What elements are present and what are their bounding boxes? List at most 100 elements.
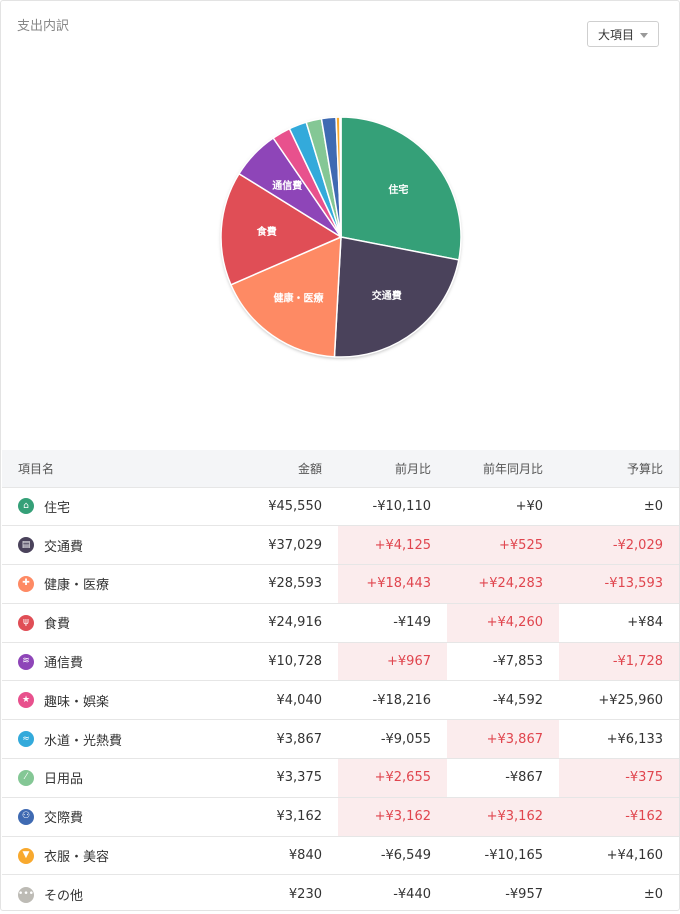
table-row[interactable]: ⚇ 交際費 ¥3,162 +¥3,162 +¥3,162 -¥162 [2, 797, 679, 837]
amount-cell: ¥840 [288, 848, 322, 864]
table-row[interactable]: ⌂ 住宅 ¥45,550 -¥10,110 +¥0 ±0 [2, 487, 679, 526]
year-over-year-cell: +¥525 [447, 525, 559, 565]
month-over-month-cell: -¥440 [393, 887, 431, 903]
table-row[interactable]: ▤ 交通費 ¥37,029 +¥4,125 +¥525 -¥2,029 [2, 525, 679, 565]
category-cell: ••• その他 [2, 875, 224, 914]
year-over-year-cell: -¥867 [505, 770, 543, 786]
table-row[interactable]: ▼ 衣服・美容 ¥840 -¥6,549 -¥10,165 +¥4,160 [2, 836, 679, 875]
amount-cell: ¥45,550 [268, 498, 322, 514]
amount-cell: ¥10,728 [268, 654, 322, 670]
category-level-dropdown[interactable]: 大項目 [587, 21, 659, 47]
budget-ratio-cell: -¥1,728 [559, 642, 679, 681]
amount-cell: ¥3,375 [276, 770, 323, 786]
pie-slice-label: 交通費 [372, 289, 402, 302]
pie-slice[interactable] [220, 172, 343, 286]
pie-slice-label: 住宅 [388, 183, 408, 196]
budget-ratio-cell: -¥162 [559, 797, 679, 837]
budget-ratio-cell: ±0 [643, 498, 663, 514]
people-icon: ⚇ [18, 808, 34, 825]
category-cell: ψ 食費 [2, 603, 224, 642]
category-cell: ▤ 交通費 [2, 526, 224, 565]
amount-cell: ¥230 [288, 887, 322, 903]
category-name: 交通費 [44, 539, 84, 555]
header-category: 項目名 [18, 461, 55, 476]
fork-knife-icon: ψ [18, 614, 34, 631]
year-over-year-cell: -¥10,165 [484, 848, 543, 864]
table-row[interactable]: ✚ 健康・医療 ¥28,593 +¥18,443 +¥24,283 -¥13,593 [2, 564, 679, 604]
train-icon: ▤ [18, 537, 34, 554]
category-cell: ✚ 健康・医療 [2, 565, 224, 604]
year-over-year-cell: +¥4,260 [447, 603, 559, 643]
category-name: 水道・光熱費 [44, 733, 123, 749]
pie-slice[interactable] [229, 235, 342, 358]
chevron-down-icon [640, 32, 648, 38]
table-row[interactable]: ★ 趣味・娯楽 ¥4,040 -¥18,216 -¥4,592 +¥25,960 [2, 680, 679, 720]
budget-ratio-cell: -¥13,593 [559, 564, 679, 604]
faucet-icon: ≈ [18, 731, 34, 748]
table-row[interactable]: ••• その他 ¥230 -¥440 -¥957 ±0 [2, 874, 679, 914]
ellipsis-icon: ••• [18, 886, 34, 903]
budget-ratio-cell: +¥84 [627, 615, 663, 631]
amount-cell: ¥37,029 [268, 537, 322, 553]
table-row[interactable]: ≋ 通信費 ¥10,728 +¥967 -¥7,853 -¥1,728 [2, 642, 679, 681]
amount-cell: ¥24,916 [268, 615, 322, 631]
budget-ratio-cell: -¥375 [559, 758, 679, 798]
amount-cell: ¥4,040 [276, 692, 323, 708]
month-over-month-cell: +¥967 [338, 642, 447, 681]
expense-table: 項目名 金額 前月比 前年同月比 予算比 ⌂ 住宅 ¥45,550 -¥10,110 +… [2, 450, 679, 914]
header-year-over-year: 前年同月比 [482, 461, 543, 476]
antenna-icon: ≋ [18, 653, 34, 670]
month-over-month-cell: +¥3,162 [338, 797, 447, 837]
table-row[interactable]: ≈ 水道・光熱費 ¥3,867 -¥9,055 +¥3,867 +¥6,133 [2, 719, 679, 759]
pie-slice[interactable] [340, 116, 462, 261]
month-over-month-cell: -¥9,055 [380, 731, 431, 747]
budget-ratio-cell: +¥6,133 [606, 731, 663, 747]
category-name: 趣味・娯楽 [44, 694, 110, 710]
table-header-row: 項目名 金額 前月比 前年同月比 予算比 [2, 450, 679, 487]
category-name: 交際費 [44, 811, 84, 827]
shirt-icon: ▼ [18, 847, 34, 864]
pie-slice-label: 食費 [256, 225, 277, 238]
month-over-month-cell: +¥18,443 [338, 564, 447, 604]
category-cell: ≋ 通信費 [2, 642, 224, 681]
bandage-icon: ⁄ [18, 769, 34, 786]
table-row[interactable]: ψ 食費 ¥24,916 -¥149 +¥4,260 +¥84 [2, 603, 679, 643]
month-over-month-cell: -¥6,549 [380, 848, 431, 864]
pie-slice[interactable] [333, 236, 460, 358]
category-name: 日用品 [44, 772, 84, 788]
table-row[interactable]: ⁄ 日用品 ¥3,375 +¥2,655 -¥867 -¥375 [2, 758, 679, 798]
category-name: その他 [44, 889, 84, 905]
budget-ratio-cell: -¥2,029 [559, 525, 679, 565]
month-over-month-cell: -¥18,216 [372, 692, 431, 708]
budget-ratio-cell: +¥4,160 [606, 848, 663, 864]
amount-cell: ¥28,593 [268, 576, 322, 592]
pie-slice[interactable] [339, 116, 342, 238]
year-over-year-cell: +¥24,283 [447, 564, 559, 604]
category-cell: ⌂ 住宅 [2, 487, 224, 526]
pie-slice-label: 通信費 [272, 179, 302, 192]
house-icon: ⌂ [18, 498, 34, 515]
budget-ratio-cell: +¥25,960 [598, 692, 663, 708]
year-over-year-cell: +¥3,162 [447, 797, 559, 837]
category-cell: ⚇ 交際費 [2, 797, 224, 836]
card-title: 支出内訳 [17, 19, 70, 34]
category-cell: ⁄ 日用品 [2, 759, 224, 798]
year-over-year-cell: -¥957 [505, 887, 543, 903]
month-over-month-cell: -¥10,110 [372, 498, 431, 514]
year-over-year-cell: -¥4,592 [492, 692, 543, 708]
category-name: 健康・医療 [44, 578, 110, 594]
year-over-year-cell: +¥0 [515, 498, 543, 514]
header-month-over-month: 前月比 [394, 461, 431, 476]
star-icon: ★ [18, 692, 34, 709]
category-cell: ▼ 衣服・美容 [2, 836, 224, 875]
month-over-month-cell: +¥4,125 [338, 525, 447, 565]
month-over-month-cell: -¥149 [393, 615, 431, 631]
amount-cell: ¥3,162 [276, 809, 323, 825]
category-name: 通信費 [44, 656, 84, 672]
category-name: 衣服・美容 [44, 850, 110, 866]
pie-slice-label: 健康・医療 [273, 292, 323, 305]
category-name: 住宅 [44, 500, 71, 516]
month-over-month-cell: +¥2,655 [338, 758, 447, 798]
